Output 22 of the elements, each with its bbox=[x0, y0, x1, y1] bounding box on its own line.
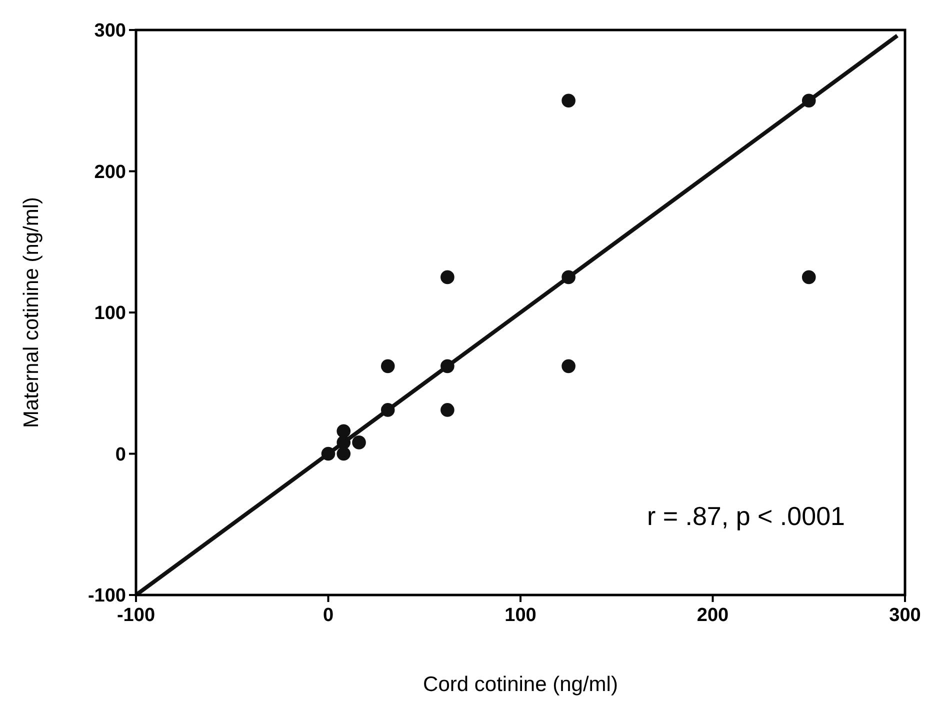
y-tick-label: -100 bbox=[88, 586, 126, 607]
x-tick-label: -100 bbox=[116, 605, 156, 626]
point bbox=[380, 359, 395, 374]
x-tick-label: 100 bbox=[504, 605, 536, 626]
y-tick-label: 300 bbox=[94, 20, 126, 42]
point bbox=[440, 270, 454, 284]
y-tick-label: 200 bbox=[94, 162, 126, 183]
point bbox=[562, 359, 576, 374]
x-tick-label: 300 bbox=[889, 605, 921, 626]
point bbox=[562, 94, 576, 108]
y-tick-label: 100 bbox=[94, 303, 126, 324]
point bbox=[336, 424, 351, 438]
point bbox=[336, 446, 351, 461]
annotation: r = .87, p < .0001 bbox=[646, 501, 845, 531]
y-tick-label: 0 bbox=[115, 444, 126, 466]
point bbox=[802, 270, 816, 284]
x-axis-title: Cord cotinine (ng/ml) bbox=[423, 673, 618, 696]
x-tick-label: 200 bbox=[696, 605, 729, 626]
point bbox=[352, 436, 366, 450]
point bbox=[440, 403, 454, 417]
y-axis-title: Maternal cotinine (ng/ml) bbox=[20, 196, 43, 428]
x-tick-label: 0 bbox=[322, 605, 334, 626]
